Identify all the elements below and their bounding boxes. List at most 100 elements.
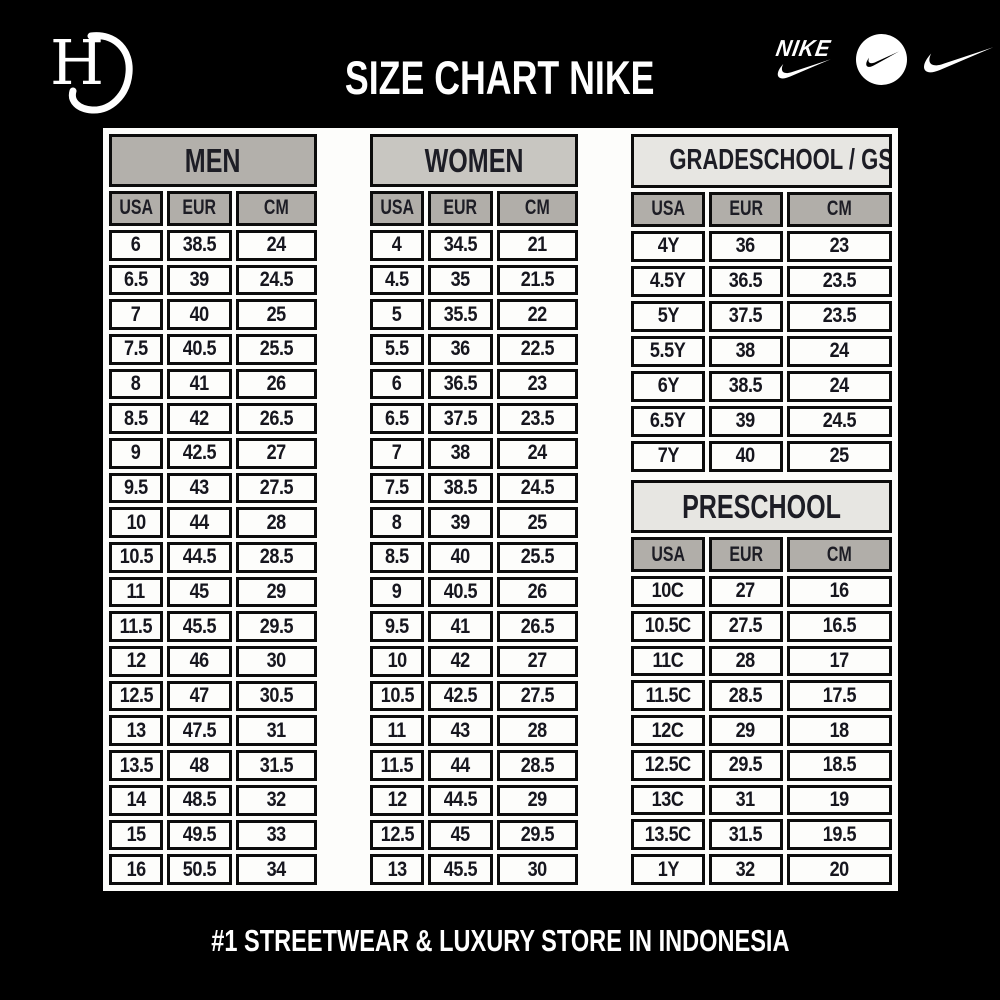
size-cell: 24.5 <box>235 264 317 296</box>
size-cell: 8.5 <box>109 403 164 434</box>
hg-monogram-icon: H <box>50 26 133 114</box>
size-cell: 40.5 <box>167 333 232 365</box>
size-cell: 16.5 <box>786 610 892 642</box>
size-cell: 23 <box>496 368 578 400</box>
size-cell: 38 <box>428 437 493 469</box>
table-header-row: USA EUR CM <box>631 191 892 227</box>
table-row: 7Y 40 25 <box>631 440 892 472</box>
table-row: 6 36.5 23 <box>370 368 578 400</box>
size-cell: 41 <box>428 611 493 643</box>
size-cell: 45 <box>167 576 232 608</box>
table-row: 12 44.5 29 <box>370 784 578 816</box>
size-cell: 26.5 <box>496 611 578 643</box>
size-cell: 5Y <box>631 300 705 332</box>
table-row: 5.5 36 22.5 <box>370 333 578 365</box>
size-cell: 27 <box>496 646 578 677</box>
size-cell: 39 <box>428 507 493 539</box>
table-row: 4.5 35 21.5 <box>370 264 578 296</box>
nike-circle-logo <box>856 34 907 85</box>
size-cell: 29.5 <box>708 749 783 781</box>
table-row: 7.5 40.5 25.5 <box>109 333 317 365</box>
table-banner-row: WOMEN <box>370 134 578 188</box>
size-cell: 6 <box>109 229 164 261</box>
size-cell: 11.5C <box>631 680 705 712</box>
column-header-eur: EUR <box>708 537 783 573</box>
size-cell: 26 <box>235 368 317 400</box>
size-cell: 16 <box>786 576 892 607</box>
size-cell: 13 <box>370 854 425 885</box>
size-cell: 11 <box>370 715 425 747</box>
column-header-cm: CM <box>786 537 892 573</box>
size-cell: 29 <box>496 784 578 816</box>
column-header-usa: USA <box>631 191 705 227</box>
table-row: 11.5 45.5 29.5 <box>109 611 317 643</box>
size-cell: 31 <box>708 784 783 816</box>
size-cell: 48.5 <box>167 784 232 816</box>
size-cell: 24.5 <box>496 472 578 504</box>
size-cell: 28 <box>496 715 578 747</box>
preschool-table-title: PRESCHOOL <box>631 480 892 534</box>
size-cell: 13 <box>109 715 164 747</box>
size-cell: 21.5 <box>496 264 578 296</box>
size-cell: 29.5 <box>496 819 578 851</box>
size-cell: 12 <box>370 784 425 816</box>
size-cell: 10 <box>109 507 164 539</box>
size-cell: 16 <box>109 854 164 885</box>
size-cell: 24 <box>235 229 317 261</box>
table-row: 9.5 43 27.5 <box>109 472 317 504</box>
nike-wordmark-logo: NIKE <box>763 35 843 82</box>
size-cell: 34.5 <box>428 229 493 261</box>
size-cell: 9 <box>109 437 164 469</box>
size-cell: 10 <box>370 646 425 677</box>
size-cell: 36.5 <box>428 368 493 400</box>
size-cell: 24 <box>496 437 578 469</box>
table-row: 14 48.5 32 <box>109 784 317 816</box>
size-cell: 29 <box>235 576 317 608</box>
size-cell: 45.5 <box>428 854 493 885</box>
table-row: 5 35.5 22 <box>370 299 578 330</box>
table-row: 13.5C 31.5 19.5 <box>631 819 892 851</box>
column-header-usa: USA <box>109 191 164 226</box>
table-row: 16 50.5 34 <box>109 854 317 885</box>
size-cell: 11C <box>631 645 705 677</box>
size-cell: 12.5C <box>631 749 705 781</box>
size-cell: 7.5 <box>109 333 164 365</box>
size-cell: 7 <box>370 437 425 469</box>
size-cell: 46 <box>167 646 232 677</box>
size-cell: 30 <box>496 854 578 885</box>
table-row: 1Y 32 20 <box>631 854 892 885</box>
size-cell: 17 <box>786 645 892 677</box>
size-cell: 19.5 <box>786 819 892 851</box>
size-cell: 37.5 <box>428 403 493 434</box>
nike-swoosh-icon <box>777 59 831 79</box>
size-cell: 15 <box>109 819 164 851</box>
store-tagline-text: #1 STREETWEAR & LUXURY STORE IN INDONESI… <box>210 923 790 958</box>
size-cell: 24 <box>786 370 892 402</box>
size-cell: 32 <box>708 854 783 885</box>
table-row: 15 49.5 33 <box>109 819 317 851</box>
size-cell: 27.5 <box>708 610 783 642</box>
column-header-cm: CM <box>235 191 317 226</box>
women-table-column: WOMEN USA EUR CM 4 34.5 21 4.5 35 21.5 5 35.5 22… <box>366 130 582 889</box>
size-cell: 25 <box>786 440 892 472</box>
size-cell: 23.5 <box>786 265 892 297</box>
size-cell: 34 <box>235 854 317 885</box>
table-row: 7 38 24 <box>370 437 578 469</box>
size-cell: 48 <box>167 750 232 781</box>
table-row: 12.5 47 30.5 <box>109 680 317 712</box>
size-cell: 6.5Y <box>631 405 705 437</box>
size-cell: 27 <box>708 576 783 607</box>
size-cell: 26.5 <box>235 403 317 434</box>
size-cell: 35 <box>428 264 493 296</box>
table-row: 4.5Y 36.5 23.5 <box>631 265 892 297</box>
table-row: 6.5 37.5 23.5 <box>370 403 578 434</box>
size-cell: 13.5 <box>109 750 164 781</box>
table-row: 4Y 36 23 <box>631 230 892 262</box>
size-cell: 7Y <box>631 440 705 472</box>
table-row: 12.5C 29.5 18.5 <box>631 749 892 781</box>
size-cell: 42 <box>167 403 232 434</box>
size-cell: 36 <box>708 230 783 262</box>
table-row: 10C 27 16 <box>631 576 892 607</box>
size-cell: 10.5 <box>109 542 164 573</box>
women-size-table: WOMEN USA EUR CM 4 34.5 21 4.5 35 21.5 5 35.5 22… <box>366 130 582 889</box>
